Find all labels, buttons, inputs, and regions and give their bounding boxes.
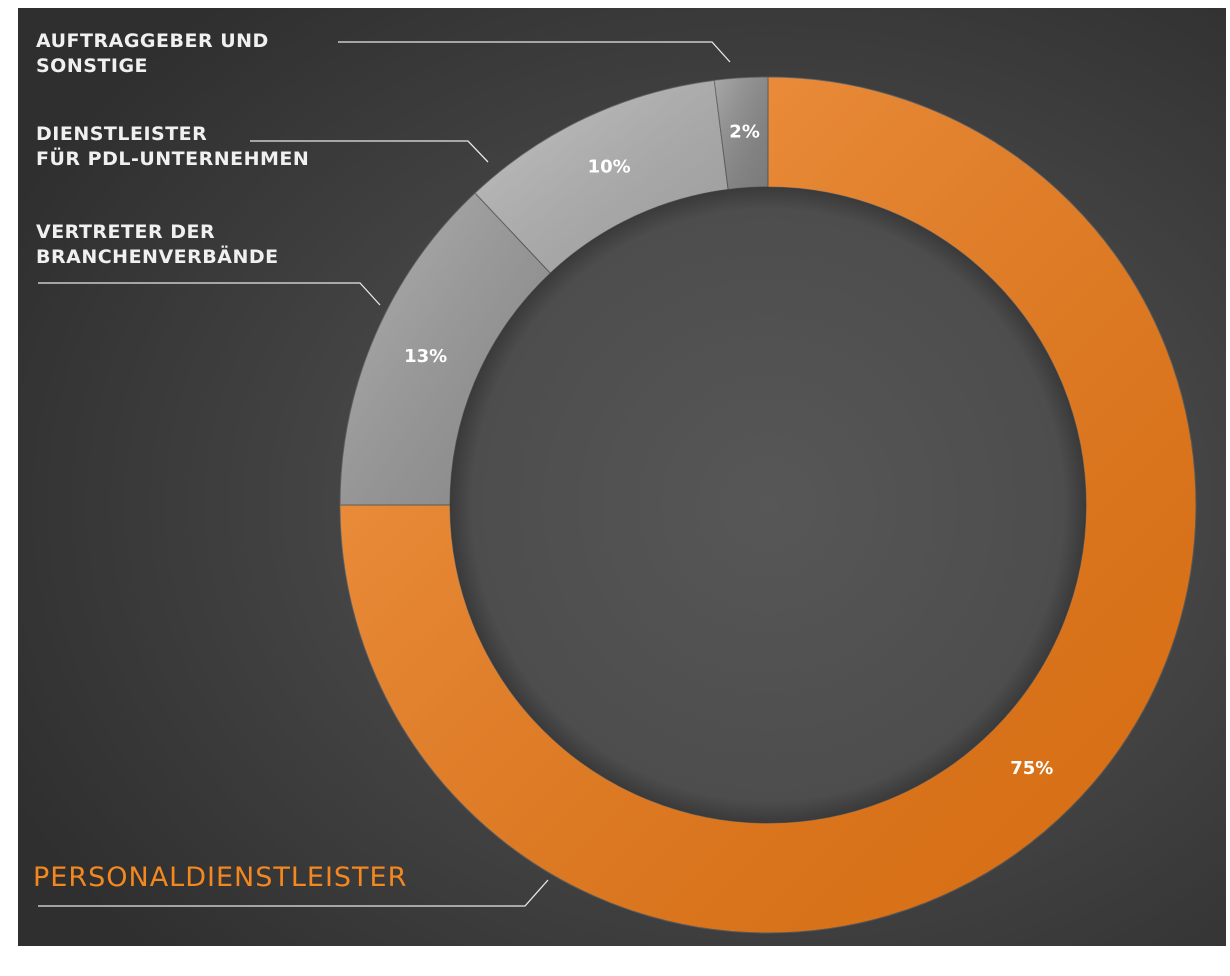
leader-lines xyxy=(38,41,731,907)
value-label: 75% xyxy=(1010,758,1053,779)
leader-line xyxy=(38,879,549,907)
segment-shade xyxy=(340,193,551,505)
category-label: DIENSTLEISTER FÜR PDL-UNTERNEHMEN xyxy=(36,123,310,170)
leader-line xyxy=(338,41,731,63)
segment-shade xyxy=(475,80,729,274)
category-label: VERTRETER DER BRANCHENVERBÄNDE xyxy=(36,221,279,268)
value-label: 10% xyxy=(588,156,631,177)
value-label: 2% xyxy=(729,122,760,143)
value-labels: 75% 13% 10% 2% xyxy=(404,122,1053,779)
donut-hole xyxy=(450,187,1086,823)
value-label: 13% xyxy=(404,346,447,367)
ring xyxy=(339,76,1197,934)
category-label: PERSONALDIENSTLEISTER xyxy=(33,862,408,893)
leader-line xyxy=(250,140,489,163)
segment-shade xyxy=(714,77,768,190)
category-label: AUFTRAGGEBER UND SONSTIGE xyxy=(36,30,269,77)
leader-line xyxy=(38,282,381,306)
